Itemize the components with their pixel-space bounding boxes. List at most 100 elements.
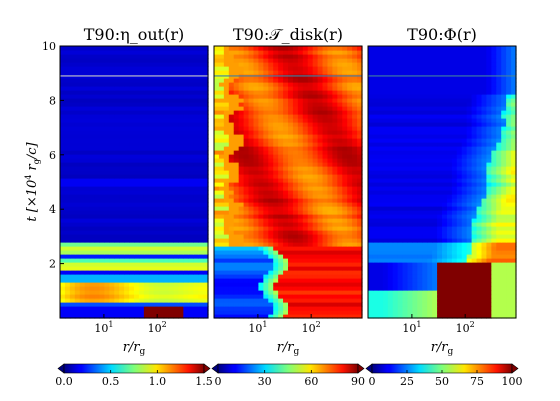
heatmap-cell	[129, 114, 135, 119]
heatmap-cell	[297, 194, 304, 199]
heatmap-cell	[451, 234, 458, 239]
heatmap-cell	[312, 278, 319, 283]
heatmap-cell	[148, 170, 155, 175]
heatmap-cell	[292, 126, 299, 131]
heatmap-cell	[263, 98, 269, 103]
heatmap-cell	[322, 106, 329, 111]
heatmap-cell	[173, 210, 179, 215]
heatmap-cell	[273, 182, 279, 187]
heatmap-cell	[292, 146, 299, 151]
heatmap-cell	[397, 262, 404, 267]
heatmap-cell	[94, 174, 101, 179]
heatmap-cell	[158, 258, 165, 263]
heatmap-cell	[427, 214, 433, 219]
heatmap-cell	[109, 202, 115, 207]
heatmap-cell	[119, 146, 125, 151]
heatmap-cell	[99, 98, 105, 103]
heatmap-cell	[466, 310, 473, 315]
heatmap-cell	[223, 114, 230, 119]
heatmap-cell	[134, 198, 140, 203]
heatmap-cell	[94, 218, 101, 223]
heatmap-cell	[332, 90, 338, 95]
heatmap-cell	[64, 290, 71, 295]
heatmap-cell	[253, 266, 259, 271]
heatmap-cell	[427, 314, 433, 319]
heatmap-cell	[193, 94, 199, 99]
heatmap-cell	[148, 150, 155, 155]
heatmap-cell	[193, 98, 199, 103]
heatmap-cell	[183, 274, 189, 279]
heatmap-cell	[84, 162, 91, 167]
heatmap-cell	[153, 78, 160, 83]
heatmap-cell	[382, 266, 389, 271]
heatmap-cell	[302, 162, 309, 167]
heatmap-cell	[178, 206, 184, 211]
heatmap-cell	[114, 306, 120, 311]
heatmap-cell	[268, 182, 274, 187]
heatmap-cell	[143, 130, 150, 135]
heatmap-cell	[148, 262, 155, 267]
heatmap-cell	[263, 54, 269, 59]
heatmap-cell	[357, 206, 363, 211]
heatmap-cell	[79, 274, 86, 279]
heatmap-cell	[427, 242, 433, 247]
heatmap-cell	[84, 174, 91, 179]
heatmap-cell	[158, 202, 165, 207]
heatmap-cell	[253, 162, 259, 167]
heatmap-cell	[342, 90, 348, 95]
heatmap-cell	[124, 246, 130, 251]
heatmap-cell	[124, 266, 130, 271]
heatmap-cell	[347, 214, 353, 219]
heatmap-cell	[357, 262, 363, 267]
heatmap-cell	[138, 190, 145, 195]
heatmap-cell	[79, 82, 86, 87]
heatmap-cell	[114, 254, 120, 259]
heatmap-cell	[397, 294, 404, 299]
heatmap-cell	[317, 154, 324, 159]
heatmap-cell	[253, 134, 259, 139]
heatmap-cell	[138, 130, 145, 135]
heatmap-cell	[432, 266, 438, 271]
heatmap-cell	[412, 222, 418, 227]
heatmap-cell	[387, 214, 394, 219]
heatmap-cell	[69, 178, 76, 183]
heatmap-cell	[307, 154, 314, 159]
heatmap-cell	[278, 314, 284, 319]
heatmap-cell	[163, 254, 170, 259]
heatmap-cell	[307, 86, 314, 91]
heatmap-cell	[292, 190, 299, 195]
heatmap-cell	[60, 266, 66, 271]
heatmap-cell	[178, 202, 184, 207]
heatmap-cell	[178, 102, 184, 107]
heatmap-cell	[99, 234, 105, 239]
heatmap-cell	[124, 154, 130, 159]
heatmap-cell	[173, 182, 179, 187]
heatmap-cell	[342, 278, 348, 283]
heatmap-cell	[337, 166, 343, 171]
heatmap-cell	[109, 154, 115, 159]
heatmap-cell	[183, 122, 189, 127]
heatmap-cell	[461, 314, 468, 319]
heatmap-cell	[64, 238, 71, 243]
heatmap-cell	[461, 254, 468, 259]
heatmap-cell	[79, 302, 86, 307]
heatmap-cell	[64, 90, 71, 95]
heatmap-cell	[342, 158, 348, 163]
heatmap-cell	[268, 154, 274, 159]
heatmap-cell	[317, 186, 324, 191]
heatmap-cell	[332, 274, 338, 279]
heatmap-cell	[342, 214, 348, 219]
heatmap-cell	[218, 226, 225, 231]
heatmap-cell	[233, 194, 240, 199]
heatmap-cell	[273, 310, 279, 315]
heatmap-cell	[109, 230, 115, 235]
heatmap-cell	[312, 274, 319, 279]
heatmap-cell	[143, 250, 150, 255]
heatmap-cell	[357, 302, 363, 307]
heatmap-cell	[263, 182, 269, 187]
heatmap-cell	[258, 46, 264, 51]
heatmap-cell	[129, 62, 135, 67]
heatmap-cell	[233, 46, 240, 51]
heatmap-cell	[134, 162, 140, 167]
heatmap-cell	[268, 194, 274, 199]
